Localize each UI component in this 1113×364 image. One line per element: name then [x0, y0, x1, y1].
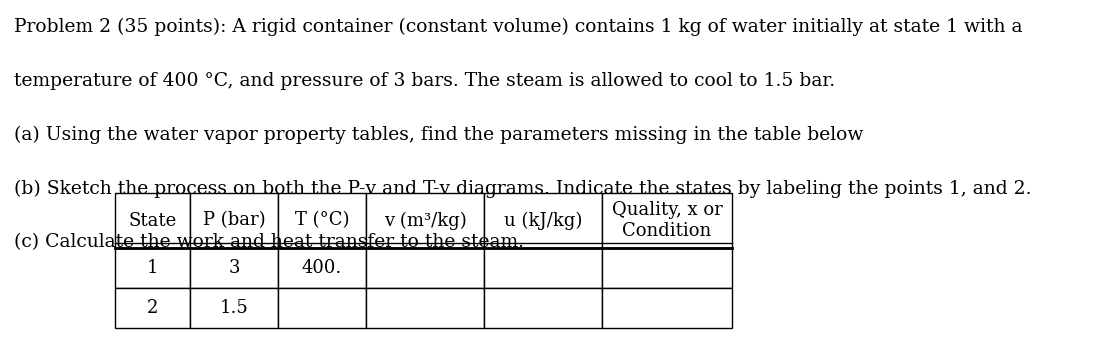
Bar — [366, 193, 484, 248]
Text: (a) Using the water vapor property tables, find the parameters missing in the ta: (a) Using the water vapor property table… — [14, 126, 864, 144]
Text: temperature of 400 °C, and pressure of 3 bars. The steam is allowed to cool to 1: temperature of 400 °C, and pressure of 3… — [14, 72, 836, 90]
Bar — [278, 248, 366, 288]
Bar — [602, 288, 732, 328]
Text: v (m³/kg): v (m³/kg) — [384, 211, 466, 230]
Text: 400.: 400. — [302, 259, 342, 277]
Bar — [278, 288, 366, 328]
Text: u (kJ/kg): u (kJ/kg) — [504, 211, 582, 230]
Text: 1: 1 — [147, 259, 158, 277]
Bar — [484, 288, 602, 328]
Bar — [366, 288, 484, 328]
Bar — [366, 248, 484, 288]
Text: P (bar): P (bar) — [203, 211, 265, 229]
Bar — [190, 288, 278, 328]
Text: 2: 2 — [147, 299, 158, 317]
Bar — [484, 193, 602, 248]
Bar — [484, 248, 602, 288]
Bar — [602, 248, 732, 288]
Bar — [602, 193, 732, 248]
Text: Problem 2 (35 points): A rigid container (constant volume) contains 1 kg of wate: Problem 2 (35 points): A rigid container… — [14, 18, 1023, 36]
Bar — [190, 248, 278, 288]
Bar — [115, 248, 190, 288]
Text: 1.5: 1.5 — [219, 299, 248, 317]
Text: State: State — [128, 211, 177, 229]
Text: T (°C): T (°C) — [295, 211, 349, 229]
Bar — [115, 288, 190, 328]
Bar — [115, 193, 190, 248]
Text: Quality, x or
Condition: Quality, x or Condition — [612, 201, 722, 240]
Text: 3: 3 — [228, 259, 239, 277]
Text: (b) Sketch the process on both the P-v and T-v diagrams. Indicate the states by : (b) Sketch the process on both the P-v a… — [14, 179, 1032, 198]
Bar — [278, 193, 366, 248]
Text: (c) Calculate the work and heat transfer to the steam.: (c) Calculate the work and heat transfer… — [14, 233, 524, 252]
Bar — [190, 193, 278, 248]
